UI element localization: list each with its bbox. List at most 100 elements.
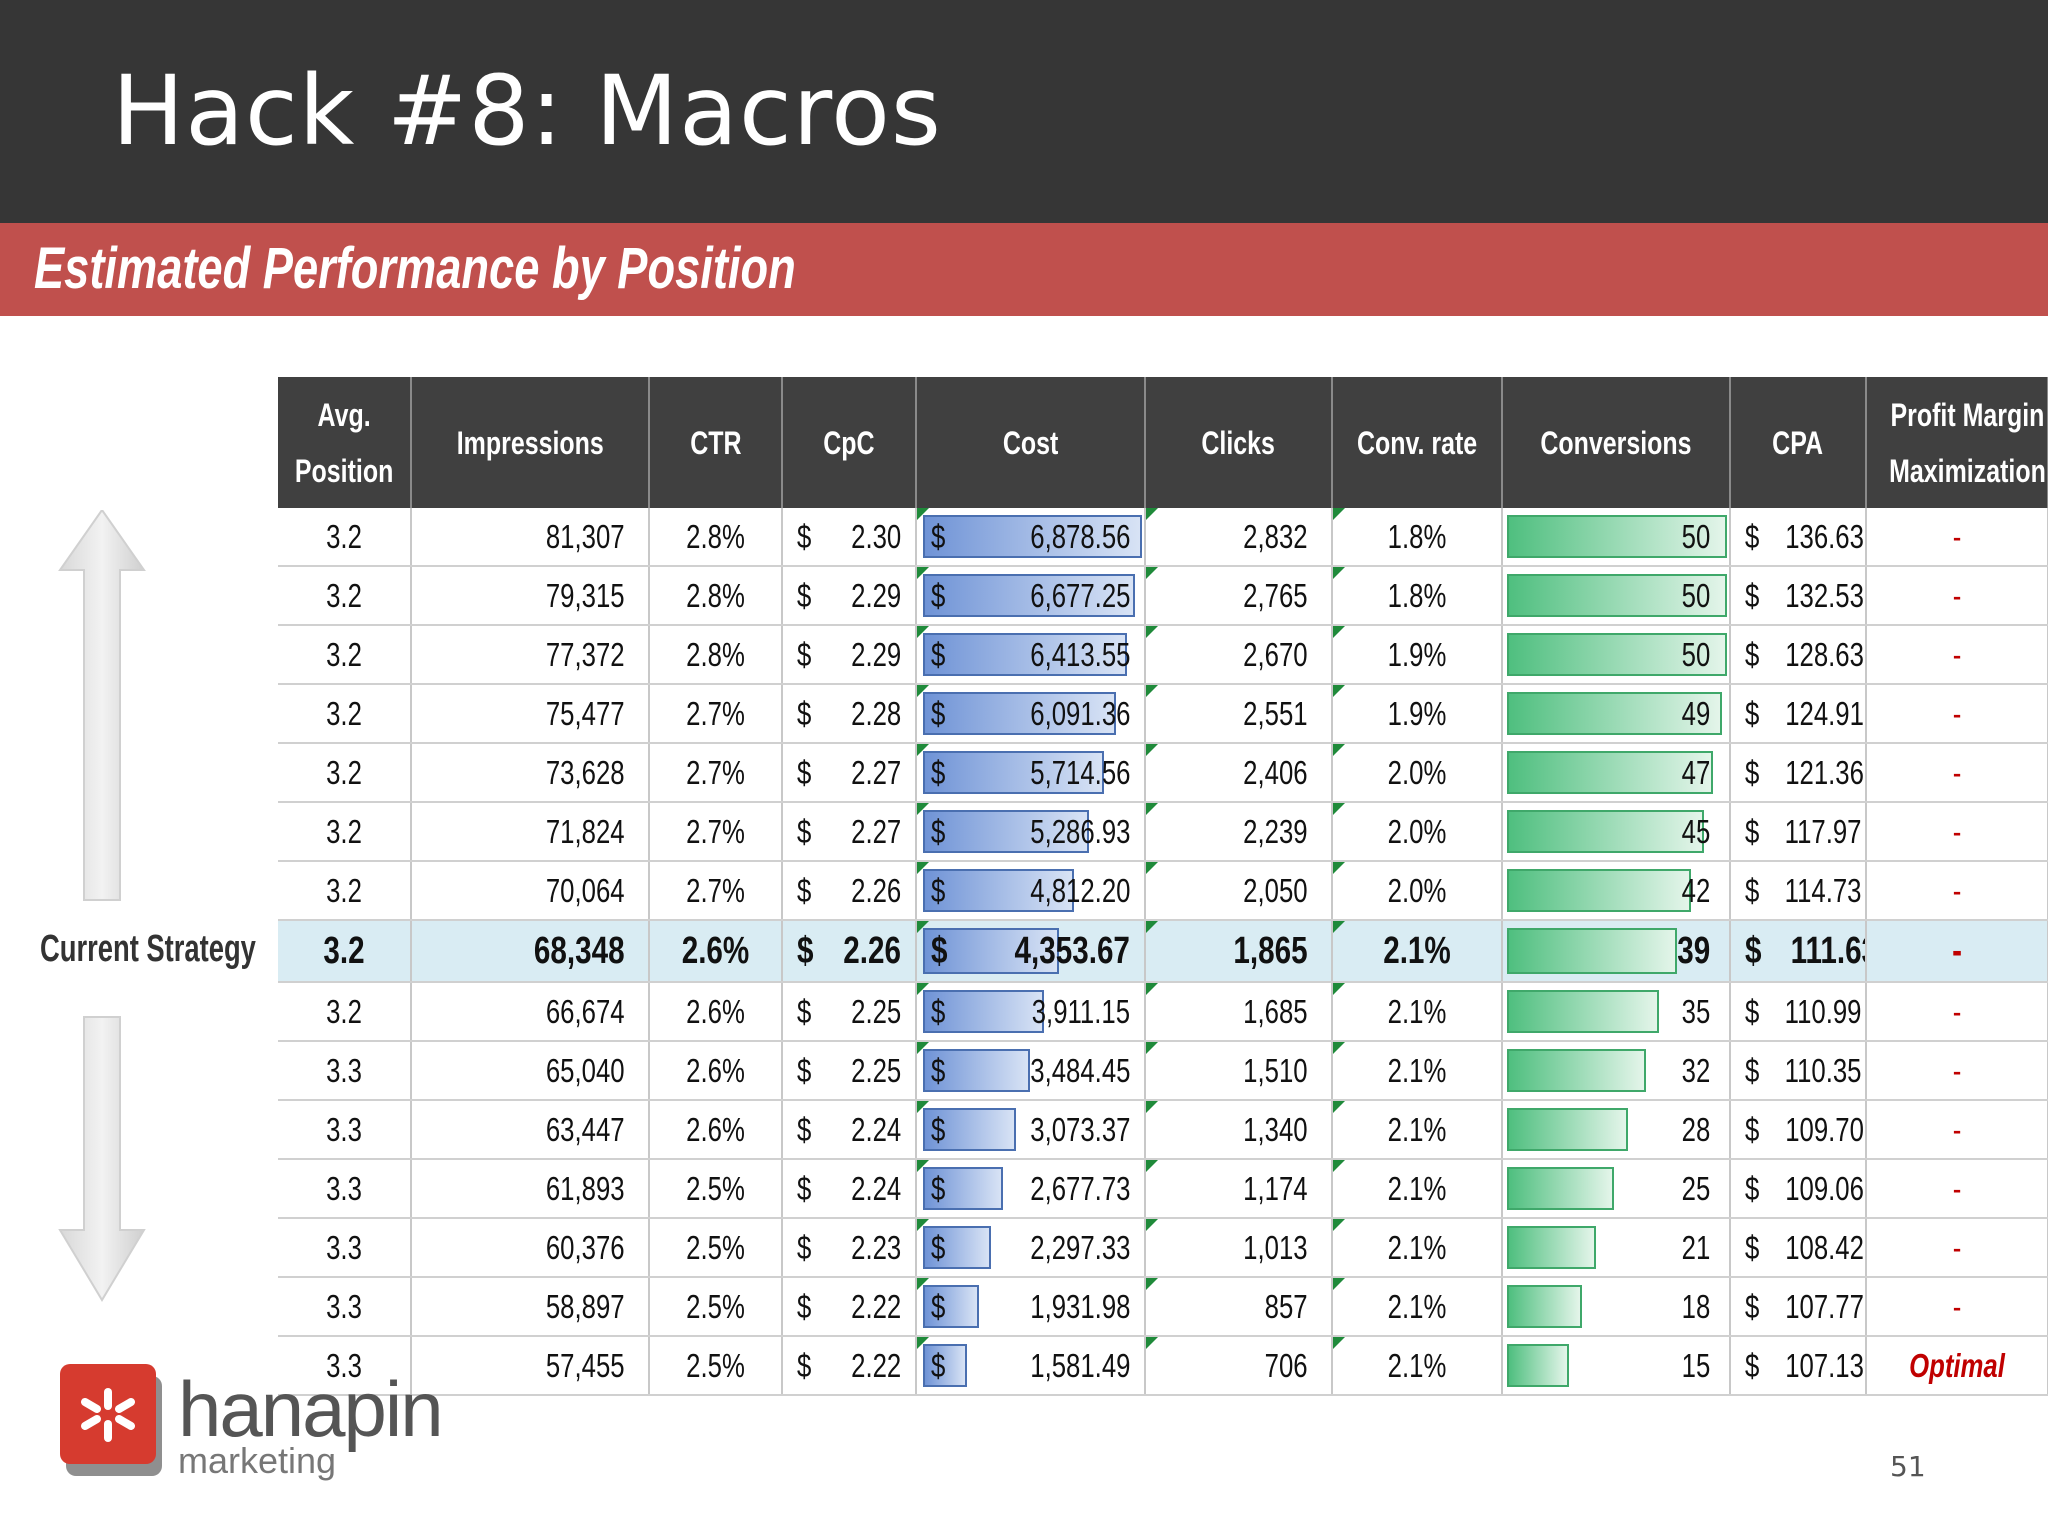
comment-marker-icon — [1333, 1160, 1345, 1172]
column-header-label: CPA — [1772, 424, 1824, 461]
conversions-bar — [1507, 990, 1660, 1033]
cpa-cell: $109.70 — [1730, 1100, 1867, 1160]
column-header-label: Avg. Position — [294, 396, 394, 489]
ctr-cell: 2.8% — [649, 566, 783, 626]
impressions-cell: 66,674 — [411, 982, 650, 1042]
conversions-bar — [1507, 810, 1705, 853]
cost-bar — [923, 869, 1074, 912]
section-banner: Estimated Performance by Position — [0, 223, 2048, 316]
cost-bar — [923, 692, 1117, 735]
comment-marker-icon — [917, 1101, 929, 1113]
money-value: 2.25 — [850, 992, 901, 1030]
money-value: 2.25 — [850, 1051, 901, 1089]
comment-marker-icon — [1146, 1278, 1158, 1290]
avg-position-cell: 3.2 — [278, 743, 412, 803]
conversions-cell: 50 — [1502, 566, 1731, 626]
impressions-cell: 70,064 — [411, 861, 650, 921]
ctr-cell: 2.7% — [649, 802, 783, 862]
profit-margin-cell: - — [1866, 566, 2048, 626]
column-header: Cost — [916, 377, 1146, 508]
currency-symbol: $ — [1745, 812, 1760, 850]
currency-symbol: $ — [797, 1169, 812, 1207]
arrow-down-icon — [58, 1016, 146, 1302]
comment-marker-icon — [1146, 685, 1158, 697]
cpc-cell: $2.28 — [782, 684, 917, 744]
currency-symbol: $ — [1745, 1169, 1760, 1207]
impressions-cell: 73,628 — [411, 743, 650, 803]
currency-symbol: $ — [931, 812, 946, 850]
comment-marker-icon — [917, 1278, 929, 1290]
conversions-cell: 21 — [1502, 1218, 1731, 1278]
cpa-cell: $124.91 — [1730, 684, 1867, 744]
currency-symbol: $ — [931, 517, 946, 555]
comment-marker-icon — [1146, 983, 1158, 995]
comment-marker-icon — [1146, 921, 1158, 933]
comment-marker-icon — [1146, 1160, 1158, 1172]
avg-position-cell: 3.2 — [278, 861, 412, 921]
avg-position-cell: 3.3 — [278, 1336, 412, 1396]
currency-symbol: $ — [797, 1346, 812, 1384]
profit-margin-cell: Optimal — [1866, 1336, 2048, 1396]
current-strategy-row: 3.2 68,348 2.6% $2.26 $4,353.67 1,865 2.1% 39 $1… — [278, 920, 2048, 983]
money-value: 4,812.20 — [1029, 871, 1130, 909]
money-value: 109.70 — [1785, 1110, 1865, 1148]
profit-margin-cell: - — [1866, 508, 2048, 567]
avg-position-cell: 3.2 — [278, 625, 412, 685]
comment-marker-icon — [1146, 1219, 1158, 1231]
table-row: 3.2 77,372 2.8% $2.29 $6,413.55 2,670 1.9% 50 $1… — [278, 625, 2048, 685]
currency-symbol: $ — [931, 871, 946, 909]
ctr-cell: 2.8% — [649, 625, 783, 685]
money-value: 136.63 — [1785, 517, 1865, 555]
money-value: 2.22 — [850, 1287, 901, 1325]
table-row: 3.3 61,893 2.5% $2.24 $2,677.73 1,174 2.1% 25 $1… — [278, 1159, 2048, 1219]
conv-rate-cell: 1.9% — [1332, 625, 1503, 685]
currency-symbol: $ — [931, 992, 946, 1030]
table-row: 3.3 65,040 2.6% $2.25 $3,484.45 1,510 2.1% 32 $1… — [278, 1041, 2048, 1101]
conversions-cell: 32 — [1502, 1041, 1731, 1101]
currency-symbol: $ — [1745, 635, 1760, 673]
comment-marker-icon — [917, 567, 929, 579]
money-value: 3,073.37 — [1029, 1110, 1130, 1148]
currency-symbol: $ — [931, 1169, 946, 1207]
comment-marker-icon — [1333, 1101, 1345, 1113]
clicks-cell: 2,551 — [1145, 684, 1333, 744]
title-bar: Hack #8: Macros — [0, 0, 2048, 223]
ctr-cell: 2.5% — [649, 1277, 783, 1337]
currency-symbol: $ — [797, 517, 812, 555]
currency-symbol: $ — [931, 1287, 946, 1325]
impressions-cell: 79,315 — [411, 566, 650, 626]
money-value: 6,677.25 — [1029, 576, 1130, 614]
profit-margin-cell: - — [1866, 1100, 2048, 1160]
conversions-cell: 47 — [1502, 743, 1731, 803]
currency-symbol: $ — [1745, 1228, 1760, 1266]
avg-position-cell: 3.3 — [278, 1159, 412, 1219]
conversions-cell: 50 — [1502, 625, 1731, 685]
money-value: 2.28 — [850, 694, 901, 732]
impressions-cell: 81,307 — [411, 508, 650, 567]
conversions-cell: 42 — [1502, 861, 1731, 921]
currency-symbol: $ — [797, 929, 814, 972]
conversions-cell: 15 — [1502, 1336, 1731, 1396]
cpc-cell: $2.27 — [782, 802, 917, 862]
table-row: 3.2 79,315 2.8% $2.29 $6,677.25 2,765 1.8% 50 $1… — [278, 566, 2048, 626]
conversions-cell: 39 — [1502, 920, 1731, 983]
comment-marker-icon — [917, 1160, 929, 1172]
cpa-cell: $117.97 — [1730, 802, 1867, 862]
impressions-cell: 63,447 — [411, 1100, 650, 1160]
profit-margin-cell: - — [1866, 684, 2048, 744]
clicks-cell: 1,510 — [1145, 1041, 1333, 1101]
money-value: 2.27 — [850, 753, 901, 791]
money-value: 114.73 — [1785, 871, 1862, 909]
cost-bar — [923, 990, 1045, 1033]
currency-symbol: $ — [797, 1110, 812, 1148]
cpa-cell: $107.13 — [1730, 1336, 1867, 1396]
table-row: 3.2 81,307 2.8% $2.30 $6,878.56 2,832 1.8% 50 $1… — [278, 508, 2048, 567]
money-value: 121.36 — [1785, 753, 1865, 791]
comment-marker-icon — [917, 921, 929, 933]
column-header: Profit Margin Maximization — [1866, 377, 2048, 508]
ctr-cell: 2.5% — [649, 1336, 783, 1396]
money-value: 2,677.73 — [1029, 1169, 1130, 1207]
cost-cell: $3,073.37 — [916, 1100, 1146, 1160]
cost-bar — [923, 1049, 1030, 1092]
clicks-cell: 706 — [1145, 1336, 1333, 1396]
